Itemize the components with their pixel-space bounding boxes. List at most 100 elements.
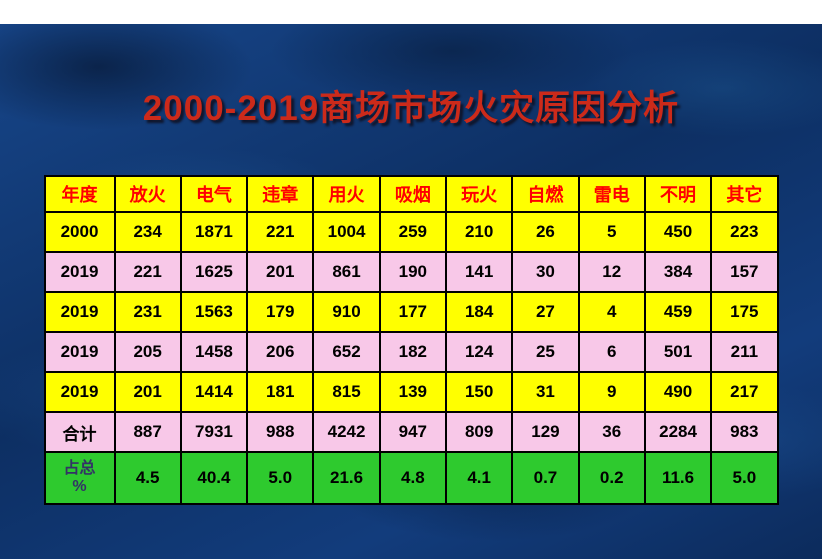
column-header: 违章: [246, 175, 315, 213]
column-header: 自燃: [511, 175, 580, 213]
data-cell: 1871: [179, 211, 249, 253]
column-header: 吸烟: [378, 175, 447, 213]
data-cell: 27: [511, 291, 580, 333]
data-cell: 4: [577, 291, 646, 333]
data-cell: 1458: [179, 331, 249, 373]
data-cell: 7931: [179, 411, 249, 453]
data-cell: 1563: [179, 291, 249, 333]
data-cell: 150: [444, 371, 514, 413]
table-row: 2019 231 1563 179 910 177 184 27 4 459 175: [43, 291, 779, 333]
slide-title: 2000-2019商场市场火灾原因分析: [142, 89, 680, 128]
row-label-cell: 2019: [43, 371, 116, 413]
data-cell: 211: [710, 331, 779, 373]
data-cell: 182: [378, 331, 447, 373]
data-cell: 910: [312, 291, 381, 333]
data-cell: 259: [378, 211, 447, 253]
data-cell: 983: [710, 411, 779, 453]
table-body: 2000 234 1871 221 1004 259 210 26 5 450 223 2019 221…: [43, 211, 779, 505]
data-cell: 11.6: [643, 451, 713, 505]
data-cell: 26: [511, 211, 580, 253]
data-cell: 221: [113, 251, 182, 293]
data-cell: 450: [643, 211, 713, 253]
data-cell: 221: [246, 211, 315, 253]
table-row: 占总 % 4.5 40.4 5.0 21.6 4.8 4.1 0.7 0.2 11.6 5.0: [43, 451, 779, 505]
data-cell: 988: [246, 411, 315, 453]
data-cell: 141: [444, 251, 514, 293]
data-cell: 5: [577, 211, 646, 253]
row-label-cell: 合计: [43, 411, 116, 453]
row-label-cell: 2000: [43, 211, 116, 253]
data-cell: 139: [378, 371, 447, 413]
data-cell: 201: [246, 251, 315, 293]
data-cell: 809: [444, 411, 514, 453]
data-cell: 210: [444, 211, 514, 253]
data-cell: 223: [710, 211, 779, 253]
data-cell: 12: [577, 251, 646, 293]
data-cell: 2284: [643, 411, 713, 453]
column-header: 玩火: [444, 175, 514, 213]
data-cell: 815: [312, 371, 381, 413]
data-cell: 205: [113, 331, 182, 373]
row-label-cell: 2019: [43, 251, 116, 293]
data-cell: 157: [710, 251, 779, 293]
row-label-cell: 占总 %: [43, 451, 116, 505]
data-cell: 206: [246, 331, 315, 373]
column-header: 放火: [113, 175, 182, 213]
data-cell: 1625: [179, 251, 249, 293]
data-cell: 184: [444, 291, 514, 333]
data-cell: 179: [246, 291, 315, 333]
data-cell: 0.2: [577, 451, 646, 505]
data-cell: 4.5: [113, 451, 182, 505]
column-header: 用火: [312, 175, 381, 213]
data-cell: 1414: [179, 371, 249, 413]
data-cell: 459: [643, 291, 713, 333]
data-cell: 652: [312, 331, 381, 373]
table-header-row: 年度 放火 电气 违章 用火 吸烟 玩火 自燃 雷电 不明 其它: [43, 175, 779, 213]
data-cell: 36: [577, 411, 646, 453]
data-cell: 0.7: [511, 451, 580, 505]
data-cell: 31: [511, 371, 580, 413]
data-cell: 9: [577, 371, 646, 413]
table-row: 2019 201 1414 181 815 139 150 31 9 490 217: [43, 371, 779, 413]
column-header: 不明: [643, 175, 713, 213]
data-cell: 4.1: [444, 451, 514, 505]
data-cell: 947: [378, 411, 447, 453]
table-row: 2019 205 1458 206 652 182 124 25 6 501 211: [43, 331, 779, 373]
table-row: 2000 234 1871 221 1004 259 210 26 5 450 223: [43, 211, 779, 253]
data-cell: 501: [643, 331, 713, 373]
data-cell: 490: [643, 371, 713, 413]
data-cell: 21.6: [312, 451, 381, 505]
data-cell: 5.0: [246, 451, 315, 505]
data-cell: 190: [378, 251, 447, 293]
column-header: 其它: [710, 175, 779, 213]
data-cell: 384: [643, 251, 713, 293]
data-cell: 30: [511, 251, 580, 293]
data-cell: 861: [312, 251, 381, 293]
column-header: 年度: [43, 175, 116, 213]
data-cell: 177: [378, 291, 447, 333]
row-label-cell: 2019: [43, 291, 116, 333]
data-cell: 4242: [312, 411, 381, 453]
table-row: 合计 887 7931 988 4242 947 809 129 36 2284 983: [43, 411, 779, 453]
table-row: 2019 221 1625 201 861 190 141 30 12 384 157: [43, 251, 779, 293]
data-cell: 40.4: [179, 451, 249, 505]
data-cell: 124: [444, 331, 514, 373]
column-header: 雷电: [577, 175, 646, 213]
column-header: 电气: [179, 175, 249, 213]
data-cell: 217: [710, 371, 779, 413]
data-cell: 6: [577, 331, 646, 373]
data-cell: 887: [113, 411, 182, 453]
data-cell: 4.8: [378, 451, 447, 505]
data-cell: 231: [113, 291, 182, 333]
data-cell: 5.0: [710, 451, 779, 505]
table-head: 年度 放火 电气 违章 用火 吸烟 玩火 自燃 雷电 不明 其它: [43, 175, 779, 213]
data-cell: 129: [511, 411, 580, 453]
data-cell: 175: [710, 291, 779, 333]
data-cell: 201: [113, 371, 182, 413]
data-cell: 181: [246, 371, 315, 413]
data-cell: 234: [113, 211, 182, 253]
data-cell: 1004: [312, 211, 381, 253]
fire-cause-table: 年度 放火 电气 违章 用火 吸烟 玩火 自燃 雷电 不明 其它 2000 234 1871 221 100…: [43, 175, 779, 505]
slide-background: 2000-2019商场市场火灾原因分析 年度 放火 电气 违章 用火 吸烟 玩火 自燃 雷电 不明…: [0, 24, 822, 559]
